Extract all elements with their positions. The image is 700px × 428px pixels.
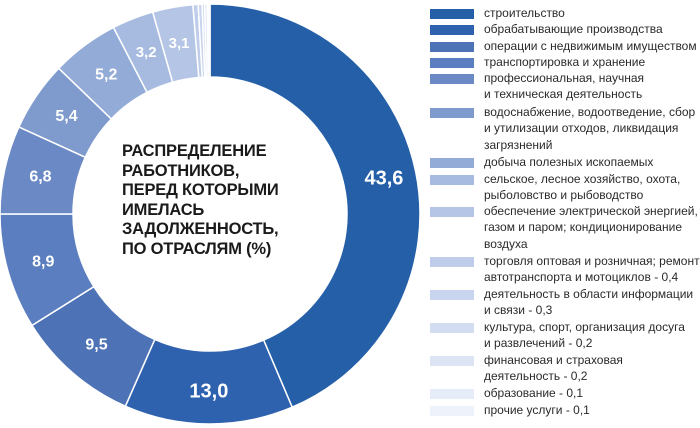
legend-label-line: деятельность в области информации bbox=[484, 287, 694, 301]
legend-swatch bbox=[430, 356, 474, 366]
legend-label-line: профессиональная, научная bbox=[484, 71, 645, 85]
legend-swatch bbox=[430, 290, 474, 300]
legend-label: торговля оптовая и розничная; ремонт авто… bbox=[484, 253, 700, 286]
legend-label-line: финансовая и страховая bbox=[484, 353, 623, 367]
slice-value-label: 3,1 bbox=[169, 35, 190, 52]
legend-swatch bbox=[430, 74, 474, 84]
legend-label-line: автотранспорта и мотоциклов - 0,4 bbox=[484, 270, 679, 285]
legend-label: обрабатывающие производства bbox=[484, 21, 698, 37]
chart-title-line: ПЕРЕД КОТОРЫМИ bbox=[122, 181, 279, 200]
legend-label-line: и связи - 0,3 bbox=[484, 303, 553, 318]
slice-value-label: 8,9 bbox=[32, 253, 54, 270]
legend-swatch bbox=[430, 9, 474, 19]
legend-label-line: и развлечений - 0,2 bbox=[484, 336, 593, 351]
legend-label-line: культура, спорт, организация досуга bbox=[484, 320, 685, 334]
donut-slice bbox=[0, 213, 95, 327]
legend-label-line: сельское, лесное хозяйство, охота, bbox=[484, 172, 681, 186]
legend-label: финансовая и страховая деятельность - 0,2 bbox=[484, 352, 698, 385]
donut-slice bbox=[209, 3, 420, 409]
legend-swatch bbox=[430, 175, 474, 185]
slice-value-label: 43,6 bbox=[364, 168, 403, 190]
chart-title-line: РАСПРЕДЕЛЕНИЕ bbox=[122, 142, 267, 160]
legend-label: добыча полезных ископаемых bbox=[484, 154, 698, 170]
legend-label: образование - 0,1 bbox=[484, 385, 698, 401]
legend-label: строительство bbox=[484, 5, 698, 21]
slice-value-label: 13,0 bbox=[189, 380, 228, 402]
legend-label: профессиональная, научная и техническая д… bbox=[484, 70, 698, 103]
chart-title-line: ПО ОТРАСЛЯМ (%) bbox=[122, 239, 272, 258]
legend-swatch bbox=[430, 257, 474, 267]
legend-label-line: прочие услуги - 0,1 bbox=[484, 403, 590, 417]
legend-label: водоснабжение, водоотведение, сбор и утил… bbox=[484, 104, 698, 153]
legend-swatch bbox=[430, 58, 474, 68]
legend-label-line: рыболовство и рыбоводство bbox=[484, 188, 644, 203]
legend-label: транспортировка и хранение bbox=[484, 54, 698, 70]
legend-swatch bbox=[430, 406, 474, 416]
legend-label-line: строительство bbox=[484, 6, 565, 20]
slice-value-label: 6,8 bbox=[29, 169, 51, 186]
slice-value-label: 3,2 bbox=[136, 44, 157, 61]
chart-title: РАСПРЕДЕЛЕНИЕ РАБОТНИКОВ, ПЕРЕД КОТОРЫМИ ИМ… bbox=[122, 142, 302, 260]
legend-label-line: транспортировка и хранение bbox=[484, 55, 646, 69]
legend-swatch bbox=[430, 108, 474, 118]
chart-title-line: РАБОТНИКОВ, bbox=[122, 161, 240, 180]
legend-swatch bbox=[430, 389, 474, 399]
legend-label-line: водоснабжение, водоотведение, сбор bbox=[484, 105, 696, 119]
slice-value-label: 5,2 bbox=[95, 66, 117, 83]
legend-swatch bbox=[430, 42, 474, 52]
legend-label-line: добыча полезных ископаемых bbox=[484, 155, 654, 169]
legend-label-line: и техническая деятельность bbox=[484, 87, 643, 102]
donut-slice bbox=[207, 3, 211, 78]
chart-legend: строительство обрабатывающие производства… bbox=[430, 0, 700, 428]
legend-label-line: и утилизации отходов, ликвидация bbox=[484, 121, 679, 136]
legend-label: обеспечение электрической энергией, газом… bbox=[484, 203, 698, 252]
legend-label-line: газом и паром; кондиционирование bbox=[484, 220, 682, 235]
legend-label: культура, спорт, организация досуга и раз… bbox=[484, 319, 698, 352]
slice-value-label: 9,5 bbox=[85, 337, 107, 354]
legend-label-line: обеспечение электрической энергией, bbox=[484, 204, 698, 218]
legend-swatch bbox=[430, 207, 474, 217]
legend-label-line: операции с недвижимым имуществом bbox=[484, 39, 697, 53]
chart-title-line: ИМЕЛАСЬ bbox=[122, 200, 205, 219]
legend-label-line: деятельность - 0,2 bbox=[484, 369, 588, 384]
legend-label-line: воздуха bbox=[484, 236, 528, 251]
donut-chart: 43,6 13,0 9,5 8,9 6,8 5,4 5,2 3,2 3,1 bbox=[0, 3, 420, 425]
legend-label-line: торговля оптовая и розничная; ремонт bbox=[484, 254, 700, 268]
legend-label-line: образование - 0,1 bbox=[484, 386, 584, 400]
legend-swatch bbox=[430, 158, 474, 168]
legend-swatch bbox=[430, 25, 474, 35]
slice-value-label: 5,4 bbox=[55, 108, 77, 125]
legend-label-line: загрязнений bbox=[484, 137, 553, 152]
chart-title-line: ЗАДОЛЖЕННОСТЬ, bbox=[122, 220, 279, 239]
legend-label: прочие услуги - 0,1 bbox=[484, 402, 698, 418]
legend-swatch bbox=[430, 323, 474, 333]
legend-label: операции с недвижимым имуществом bbox=[484, 38, 698, 54]
legend-label-line: обрабатывающие производства bbox=[484, 22, 663, 36]
legend-label: деятельность в области информации и связи… bbox=[484, 286, 698, 319]
legend-label: сельское, лесное хозяйство, охота, рыболо… bbox=[484, 171, 698, 204]
